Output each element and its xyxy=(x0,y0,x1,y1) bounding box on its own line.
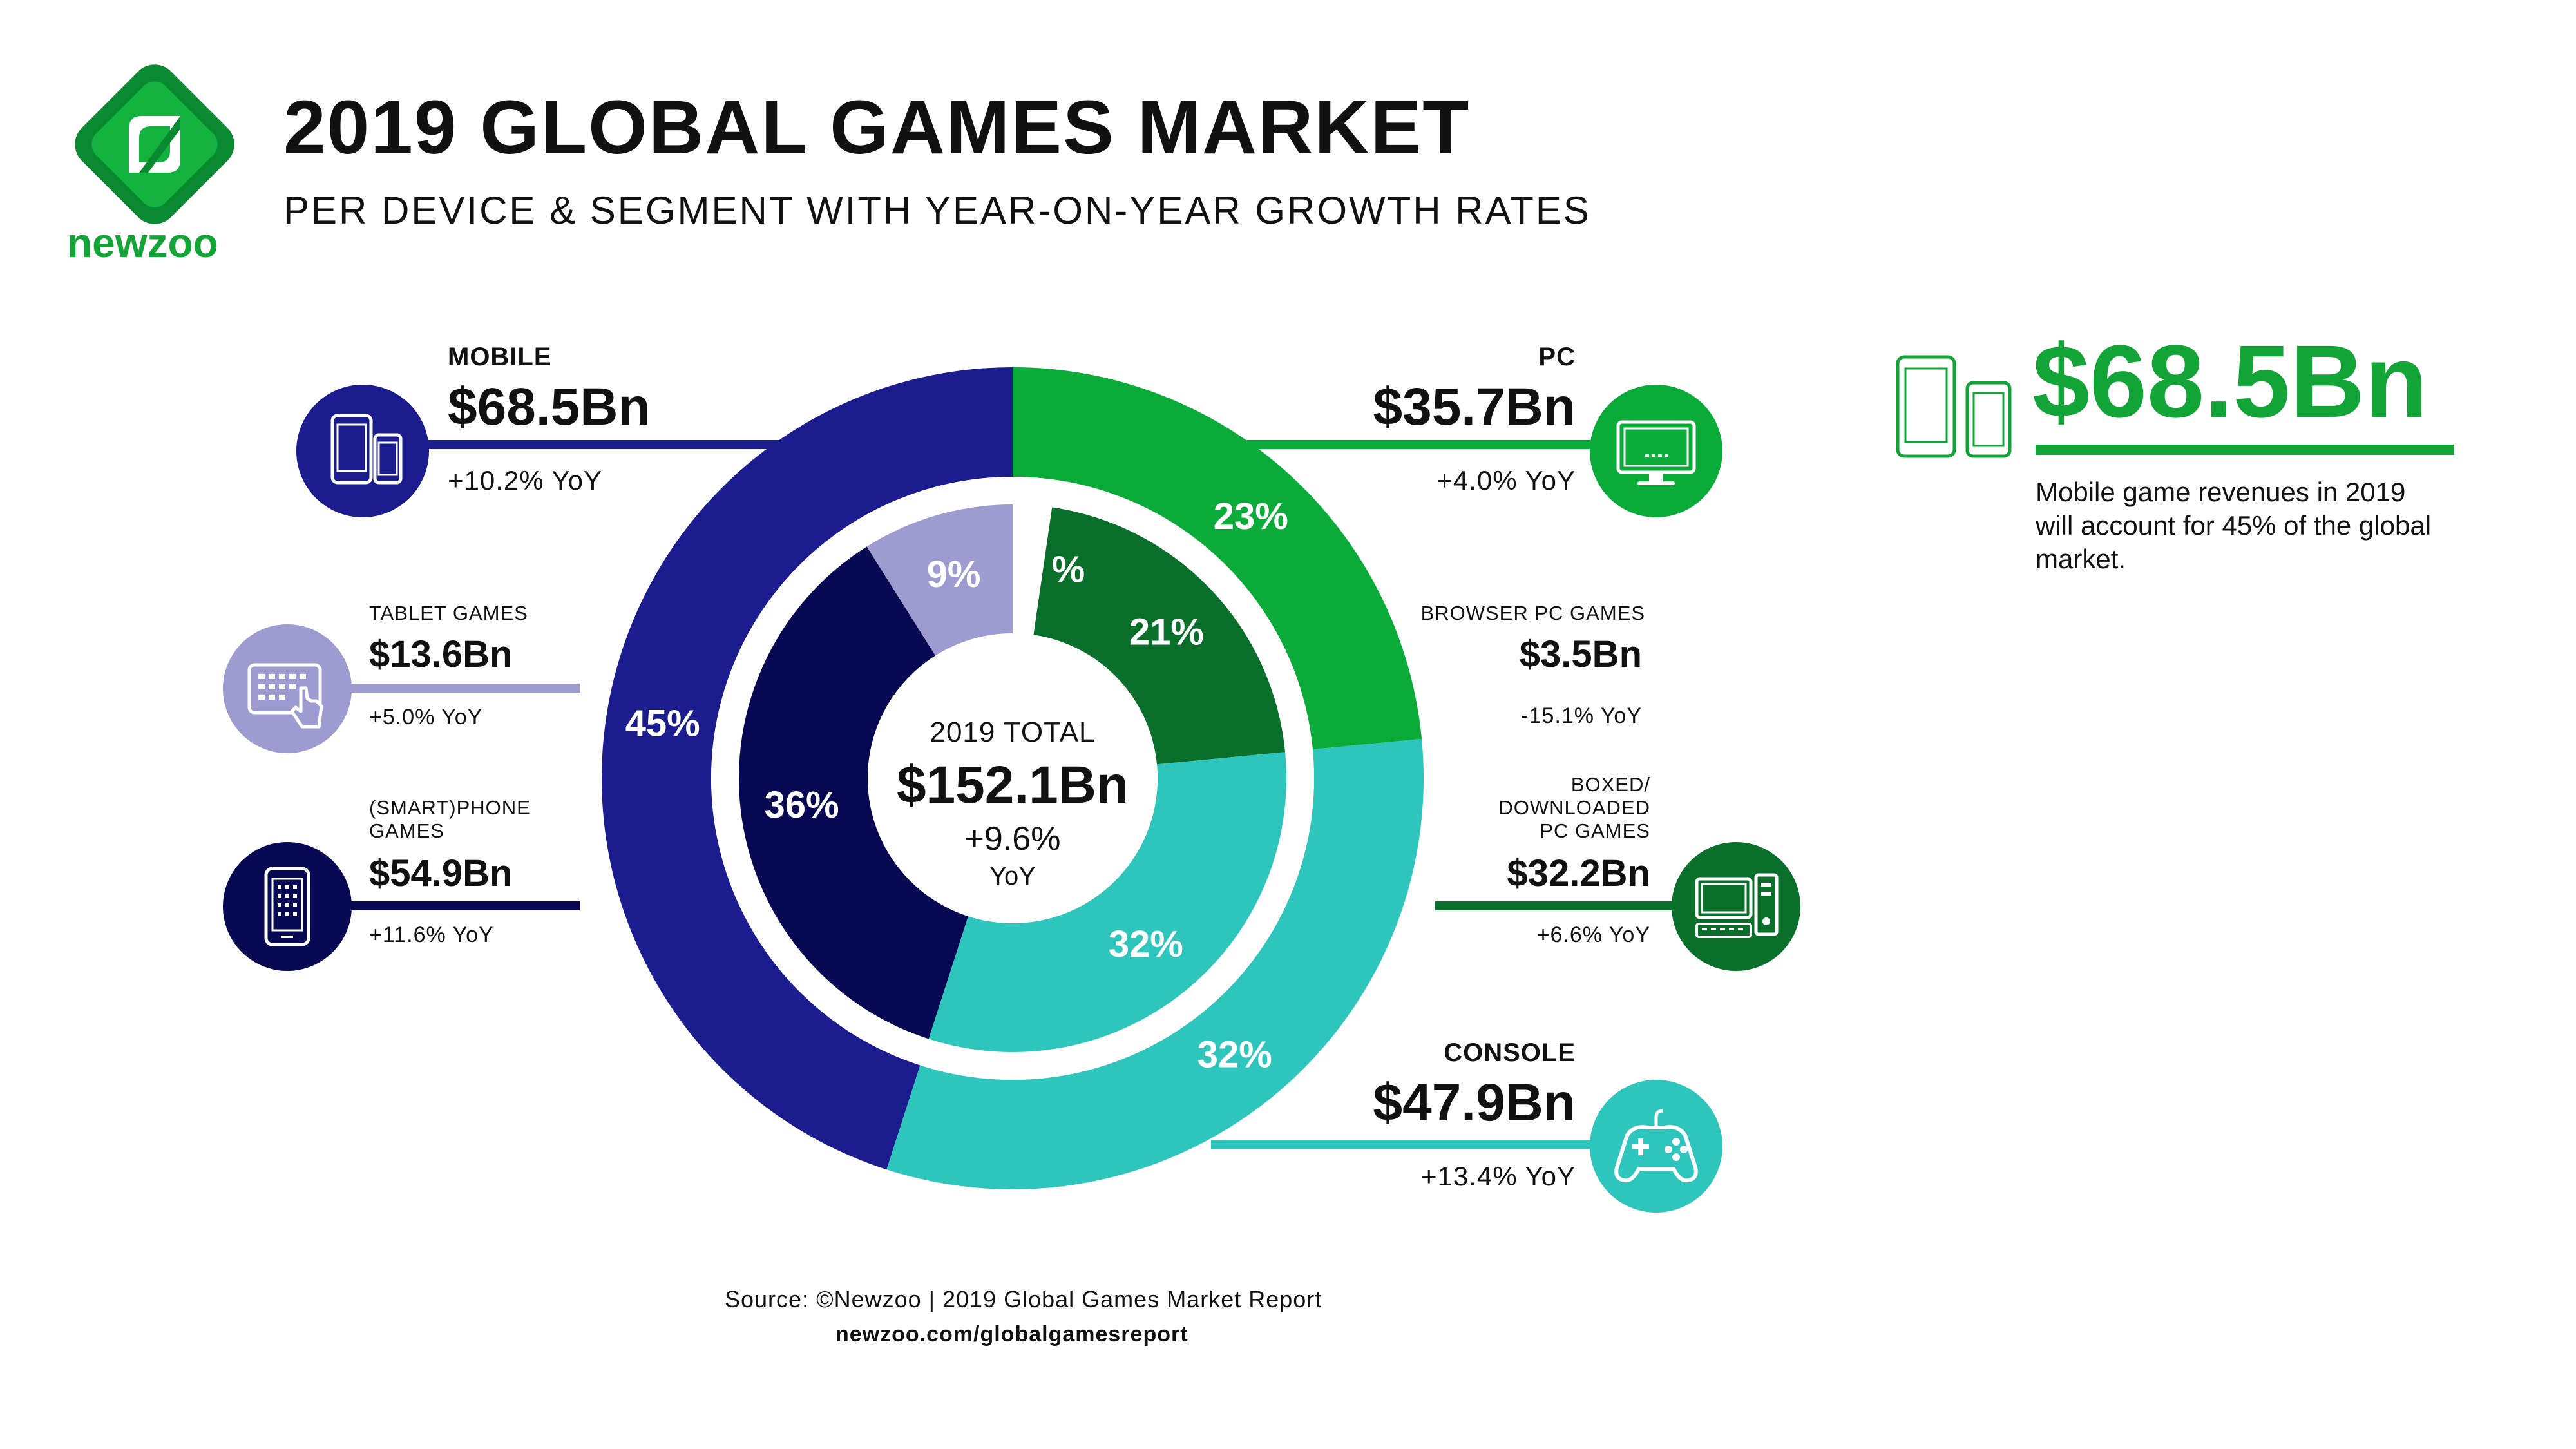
browser-pc-segment-yoy: -15.1% YoY xyxy=(1521,704,1642,728)
inner-slice-browser-pc-games xyxy=(1013,504,1053,635)
mobile-segment-name: MOBILE xyxy=(448,343,552,371)
outer-share-label-pc: 23% xyxy=(1214,495,1288,537)
page-subtitle: PER DEVICE & SEGMENT WITH YEAR-ON-YEAR G… xyxy=(283,189,1591,232)
inner-slice-smart-phone-games xyxy=(739,546,968,1039)
inner-slice-tablet-games xyxy=(866,504,1013,656)
inner-share-label-tablet-games: 9% xyxy=(927,553,981,595)
center-yoy: +9.6% xyxy=(964,820,1061,858)
center-yoy-unit: YoY xyxy=(989,862,1036,890)
boxed-pc-segment-name-line3: PC GAMES xyxy=(1540,820,1650,842)
tablet-segment-value: $13.6Bn xyxy=(369,633,513,675)
highlight-value: $68.5Bn xyxy=(2032,323,2428,439)
center-hole xyxy=(868,633,1158,923)
smartphone-icon xyxy=(223,842,352,971)
inner-share-label-browser-pc-games: % xyxy=(1052,549,1085,591)
outer-slice-pc xyxy=(1013,367,1422,750)
mobile-segment-value: $68.5Bn xyxy=(448,378,651,436)
tablet-touch-icon xyxy=(223,624,352,753)
smartphone-leader-line xyxy=(345,901,580,910)
share-labels: 23% 32% 45%% 21% 32% 36% 9% xyxy=(625,495,1288,1076)
console-leader-line xyxy=(1211,1140,1598,1149)
pc-segment-value: $35.7Bn xyxy=(1373,378,1576,436)
inner-slice-console xyxy=(928,752,1286,1052)
outer-ring xyxy=(601,367,1424,1189)
console-segment-yoy: +13.4% YoY xyxy=(1420,1161,1576,1191)
mobile-leader-line xyxy=(425,440,781,449)
inner-share-label-boxed-downloaded-pc-games: 21% xyxy=(1129,611,1204,653)
inner-share-label-smart-phone-games: 36% xyxy=(765,784,839,826)
inner-slice-boxed-downloaded-pc-games xyxy=(1033,507,1286,765)
boxed-pc-segment-name-line1: BOXED/ xyxy=(1570,773,1650,796)
boxed-pc-segment-value: $32.2Bn xyxy=(1507,852,1650,894)
tablet-segment-yoy: +5.0% YoY xyxy=(369,705,483,729)
outer-slice-console xyxy=(886,738,1424,1189)
smartphone-segment-yoy: +11.6% YoY xyxy=(369,923,494,947)
tablet-segment-name: TABLET GAMES xyxy=(369,602,528,624)
gamepad-icon xyxy=(1590,1080,1722,1213)
smartphone-segment-value: $54.9Bn xyxy=(369,852,513,894)
console-segment-value: $47.9Bn xyxy=(1373,1073,1576,1132)
mobile-segment-yoy: +10.2% YoY xyxy=(448,465,603,495)
source-note: Source: ©Newzoo | 2019 Global Games Mark… xyxy=(725,1286,1322,1312)
mobile-icon xyxy=(296,385,429,517)
browser-pc-segment-value: $3.5Bn xyxy=(1519,633,1642,675)
logo-wordmark: newzoo xyxy=(67,220,218,266)
inner-share-label-console: 32% xyxy=(1109,923,1183,965)
smartphone-segment-name-line2: GAMES xyxy=(369,820,444,842)
pc-leader-line xyxy=(1224,440,1598,449)
smartphone-segment-name-line1: (SMART)PHONE xyxy=(369,796,531,819)
pc-segment-yoy: +4.0% YoY xyxy=(1436,465,1576,495)
pc-segment-name: PC xyxy=(1538,343,1576,371)
console-segment-name: CONSOLE xyxy=(1444,1039,1576,1067)
report-url: newzoo.com/globalgamesreport xyxy=(835,1322,1188,1347)
inner-ring xyxy=(739,504,1286,1052)
boxed-pc-segment-name-line2: DOWNLOADED xyxy=(1498,796,1650,819)
leader-lines xyxy=(345,440,1675,1149)
tablet-leader-line xyxy=(345,684,580,693)
outer-share-label-console: 32% xyxy=(1197,1034,1272,1076)
browser-pc-segment-name: BROWSER PC GAMES xyxy=(1420,602,1645,624)
highlight-underline xyxy=(2036,445,2454,455)
boxed-pc-segment-yoy: +6.6% YoY xyxy=(1536,923,1650,947)
newzoo-logo-icon xyxy=(75,64,234,224)
boxed-pc-leader-line xyxy=(1435,901,1675,910)
monitor-icon xyxy=(1590,385,1722,517)
desktop-pc-icon xyxy=(1672,842,1800,971)
center-total-value: $152.1Bn xyxy=(896,756,1129,814)
outer-slice-mobile xyxy=(601,367,1013,1170)
phone-tablet-icon xyxy=(1896,355,2012,458)
highlight-text: Mobile game revenues in 2019 will accoun… xyxy=(2036,477,2432,574)
outer-share-label-mobile: 45% xyxy=(625,703,700,745)
center-label: 2019 TOTAL xyxy=(930,716,1096,748)
page-title: 2019 GLOBAL GAMES MARKET xyxy=(283,85,1471,170)
